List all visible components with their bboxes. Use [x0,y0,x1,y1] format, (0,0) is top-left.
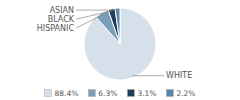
legend-swatch [166,90,173,97]
slice-label: ASIAN [50,6,74,15]
pie-slice [108,8,120,44]
slice-label: WHITE [166,71,192,80]
legend-swatch [88,90,95,97]
legend-swatch [44,90,51,97]
chart: ASIANBLACKHISPANIC WHITE 88.4% 6.3% 3.1% 2.2% [0,0,240,100]
legend-swatch [127,90,134,97]
leader-line [76,10,118,11]
leader-line [132,75,164,76]
leader-line [76,15,103,28]
legend-label: 88.4% [54,89,78,98]
legend-label: 6.3% [98,89,117,98]
leader-line [76,11,112,19]
legend-label: 3.1% [137,89,156,98]
legend-label: 2.2% [176,89,195,98]
pie-slice [115,8,120,44]
legend: 88.4% 6.3% 3.1% 2.2% [44,89,195,98]
slice-label: BLACK [48,15,75,24]
slice-label: HISPANIC [37,24,75,33]
